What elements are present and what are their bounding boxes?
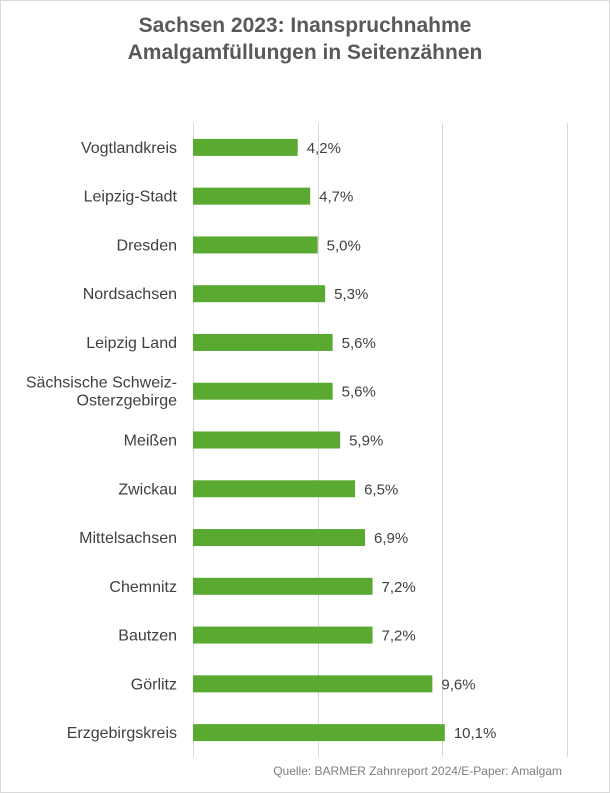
bar [193, 431, 341, 449]
bar [193, 382, 333, 400]
category-label-line: Mittelsachsen [79, 530, 177, 547]
bar [193, 480, 356, 498]
data-label: 5,0% [327, 237, 361, 254]
bar [193, 333, 333, 351]
category-label: Bautzen [118, 628, 177, 645]
data-label: 9,6% [441, 676, 475, 693]
category-label: Zwickau [118, 481, 177, 498]
bar [193, 724, 445, 742]
data-label: 6,9% [374, 530, 408, 547]
data-label: 7,2% [382, 628, 416, 645]
data-label: 6,5% [364, 481, 398, 498]
category-label: Leipzig-Stadt [84, 189, 178, 206]
data-label: 5,6% [342, 384, 376, 401]
bar [193, 285, 326, 303]
category-label-line: Erzgebirgskreis [67, 725, 177, 742]
bar [193, 236, 318, 254]
category-label-line: Leipzig Land [86, 335, 177, 352]
category-label-line: Zwickau [118, 481, 177, 498]
category-label: Dresden [117, 237, 177, 254]
category-label-line: Sächsische Schweiz- [26, 375, 177, 392]
data-label: 7,2% [382, 579, 416, 596]
data-label: 5,9% [349, 433, 383, 450]
data-label: 4,2% [307, 140, 341, 157]
category-label: Görlitz [131, 676, 177, 693]
category-label: Erzgebirgskreis [67, 725, 177, 742]
category-label: Chemnitz [109, 579, 177, 596]
category-label: Meißen [124, 433, 177, 450]
chart-title-line-2: Amalgamfüllungen in Seitenzähnen [127, 41, 483, 64]
category-label-line: Nordsachsen [83, 286, 177, 303]
chart-title-line-1: Sachsen 2023: Inanspruchnahme [138, 14, 472, 37]
bar [193, 675, 433, 693]
category-label: Nordsachsen [83, 286, 177, 303]
bar [193, 529, 366, 547]
category-label-line: Osterzgebirge [77, 393, 178, 410]
category-label: Leipzig Land [86, 335, 177, 352]
category-label-line: Vogtlandkreis [81, 140, 177, 157]
category-label: Sächsische Schweiz-Osterzgebirge [26, 375, 177, 410]
source-note: Quelle: BARMER Zahnreport 2024/E-Paper: … [273, 764, 562, 778]
bar [193, 187, 311, 205]
chart-title: Sachsen 2023: Inanspruchnahme Amalgamfül… [0, 12, 610, 66]
bar [193, 626, 373, 644]
bar [193, 138, 298, 156]
bar [193, 577, 373, 595]
category-label-line: Görlitz [131, 676, 177, 693]
data-label: 5,3% [334, 286, 368, 303]
category-label-line: Dresden [117, 237, 177, 254]
data-label: 5,6% [342, 335, 376, 352]
category-label-line: Leipzig-Stadt [84, 189, 178, 206]
category-label-line: Chemnitz [109, 579, 177, 596]
category-label: Vogtlandkreis [81, 140, 177, 157]
category-label-line: Meißen [124, 433, 177, 450]
data-label: 4,7% [319, 189, 353, 206]
category-label: Mittelsachsen [79, 530, 177, 547]
data-label: 10,1% [454, 725, 497, 742]
category-label-line: Bautzen [118, 628, 177, 645]
